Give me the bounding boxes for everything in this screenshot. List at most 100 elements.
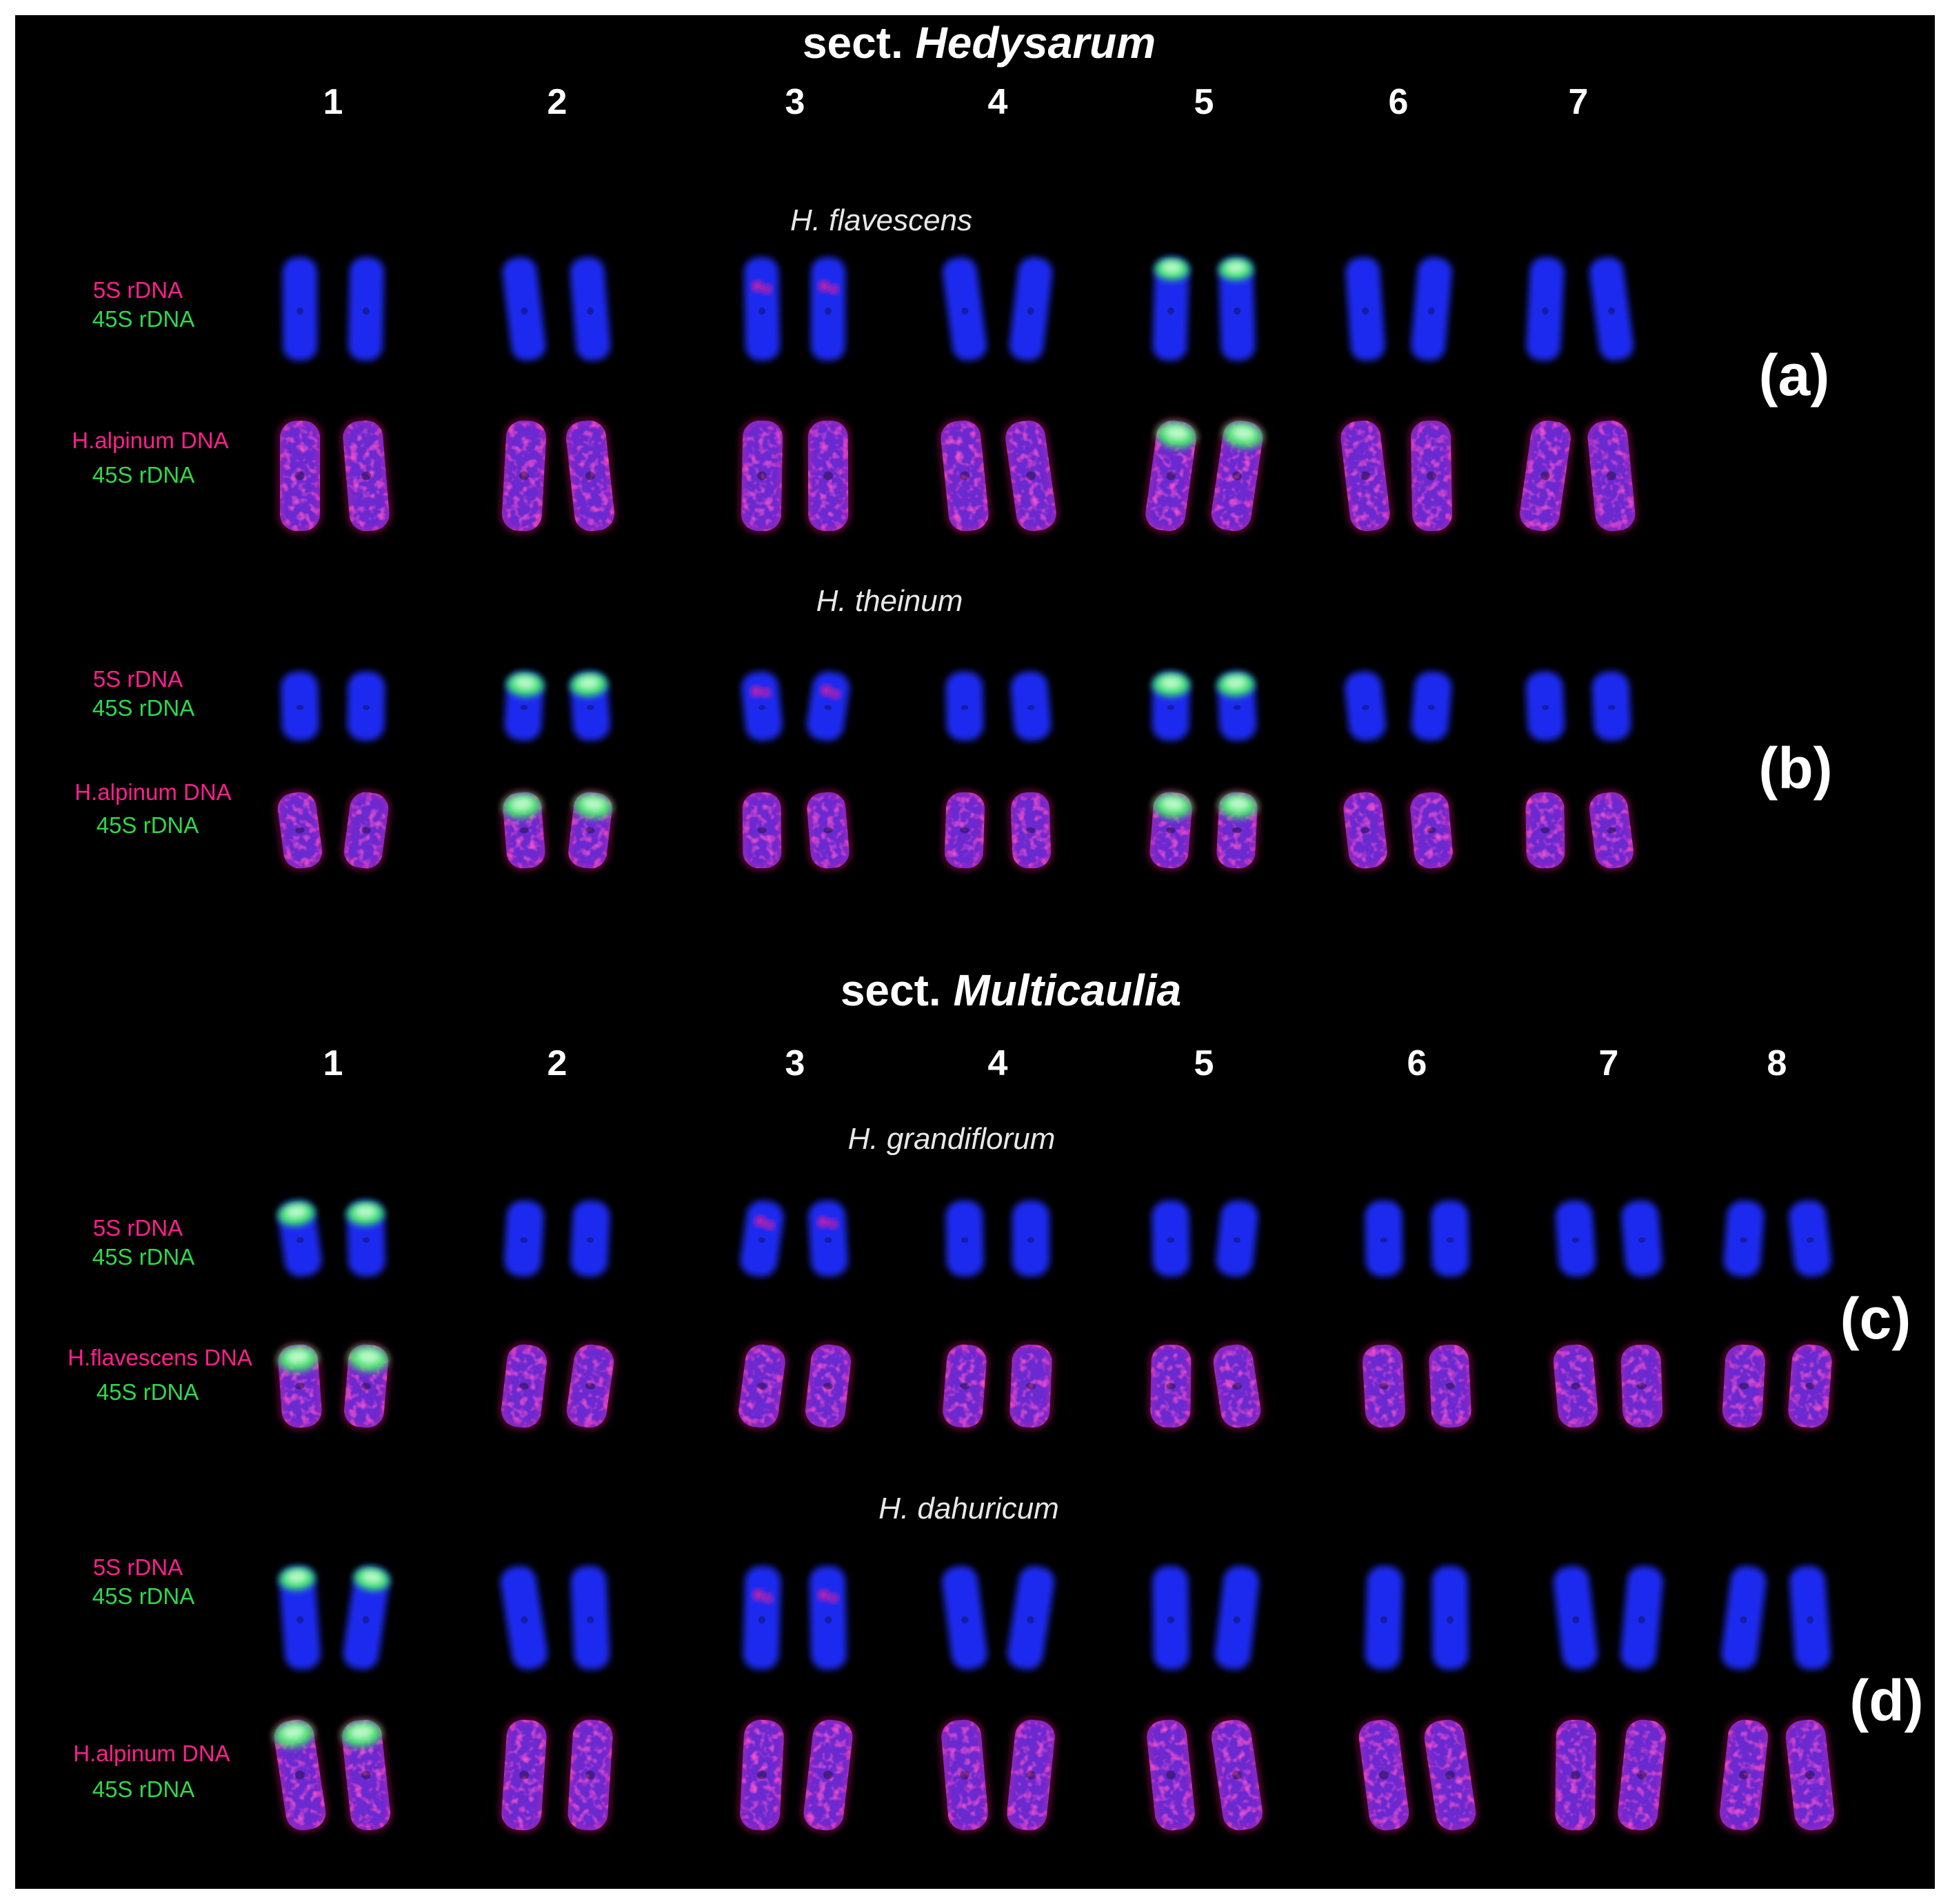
centromere — [1379, 1383, 1389, 1390]
genomic-dna-signal — [341, 419, 392, 533]
genomic-dna-signal — [340, 1718, 392, 1832]
genomic-dna-signal — [565, 1343, 616, 1430]
chromosome — [1555, 1200, 1596, 1277]
centromere — [1167, 307, 1174, 315]
chromosome-pair — [504, 1200, 610, 1277]
centromere — [1637, 1770, 1647, 1780]
chromosome-pair — [272, 1718, 392, 1832]
chromosome — [941, 1719, 988, 1831]
probe-label-magenta: 5S rDNA — [92, 277, 183, 303]
centromere — [1027, 307, 1034, 315]
genomic-dna-signal — [802, 1718, 854, 1832]
centromere — [758, 705, 766, 710]
chromosome — [1720, 1719, 1768, 1831]
centromere — [1026, 827, 1036, 834]
centromere — [1232, 1383, 1242, 1390]
centromere — [960, 827, 969, 834]
chromosome — [1145, 420, 1196, 532]
probe-label-green: 45S rDNA — [92, 462, 195, 488]
chromosome — [347, 671, 385, 741]
5s-rdna-signal — [763, 1594, 772, 1603]
5s-rdna-signal — [831, 690, 840, 699]
chromosome — [1009, 1344, 1052, 1428]
chromosome-pair — [1152, 671, 1257, 741]
centromere — [1806, 1237, 1814, 1243]
probe-label-magenta: H.alpinum DNA — [73, 1741, 230, 1766]
centromere — [960, 1383, 969, 1390]
chromosome — [945, 1200, 984, 1277]
chromosome-pair — [1152, 1200, 1258, 1277]
genomic-dna-signal — [738, 1718, 786, 1832]
panel-label: (c) — [1840, 1286, 1911, 1351]
chromosome — [342, 1719, 390, 1831]
chromosome — [501, 1344, 547, 1428]
chromosome — [1005, 420, 1056, 532]
nor-45s-core — [281, 1725, 305, 1740]
chromosome — [501, 1719, 547, 1831]
chromosome-pair — [1723, 1200, 1831, 1277]
chromosome-pair — [1525, 671, 1631, 741]
nor-45s-core — [514, 676, 537, 690]
chromosome — [944, 792, 985, 869]
column-number: 3 — [785, 82, 805, 122]
centromere — [1805, 1770, 1815, 1780]
chromosome — [743, 1565, 781, 1670]
centromere — [1540, 471, 1550, 481]
centromere — [1232, 471, 1242, 481]
centromere — [1166, 827, 1176, 834]
chromosome-pair — [1551, 1343, 1665, 1430]
centromere — [362, 705, 370, 710]
genomic-dna-signal — [1586, 419, 1637, 533]
genomic-dna-signal — [1209, 1718, 1265, 1832]
nor-45s-core — [1231, 425, 1256, 441]
5s-rdna-signal — [818, 1590, 829, 1601]
chromosome — [805, 1344, 852, 1428]
genomic-dna-signal — [1619, 1343, 1665, 1430]
probe-label-green: 45S rDNA — [92, 1776, 195, 1802]
chromosome — [1591, 671, 1631, 741]
centromere — [824, 1237, 832, 1243]
chromosome — [1589, 792, 1634, 869]
genomic-dna-signal — [803, 1343, 853, 1430]
centromere — [757, 827, 767, 834]
centromere — [1571, 1770, 1580, 1780]
centromere — [361, 827, 371, 834]
chromosome — [1340, 420, 1390, 532]
chromosome-pair — [500, 419, 616, 533]
centromere — [757, 471, 767, 481]
genomic-dna-signal — [499, 1343, 549, 1430]
chromosome — [942, 1565, 987, 1670]
centromere — [960, 471, 969, 481]
centromere — [1380, 1616, 1388, 1624]
genomic-dna-signal — [278, 419, 322, 533]
chromosome — [1620, 1344, 1663, 1428]
genomic-dna-signal — [1587, 790, 1636, 870]
chromosome — [1152, 1565, 1189, 1670]
section-title-hedysarum: sect. Hedysarum — [803, 21, 1156, 65]
chromosome — [1520, 420, 1571, 532]
species-name: H. theinum — [816, 584, 963, 618]
centromere — [586, 1237, 594, 1243]
centromere — [362, 1237, 370, 1243]
genomic-dna-signal — [342, 1343, 390, 1430]
chromosome-pair — [499, 1343, 616, 1430]
centromere — [1446, 1237, 1454, 1243]
column-number: 1 — [323, 1043, 343, 1083]
species-name: H. flavescens — [790, 203, 973, 237]
5s-rdna-signal — [762, 688, 771, 697]
centromere — [519, 471, 529, 481]
chromosome — [280, 421, 320, 531]
chromosome — [1431, 1200, 1469, 1277]
chromosome — [1012, 1200, 1050, 1277]
chromosome — [1553, 1344, 1598, 1428]
panel-label: (a) — [1758, 343, 1830, 408]
chromosome — [1526, 257, 1565, 361]
chromosome — [807, 792, 850, 869]
chromosome — [806, 671, 850, 741]
chromosome-pair — [741, 790, 852, 870]
genomic-dna-signal — [1338, 419, 1392, 533]
centromere — [961, 705, 969, 710]
5s-rdna-signal — [819, 281, 830, 291]
nor-45s-core — [285, 1205, 308, 1219]
centromere — [758, 307, 766, 315]
